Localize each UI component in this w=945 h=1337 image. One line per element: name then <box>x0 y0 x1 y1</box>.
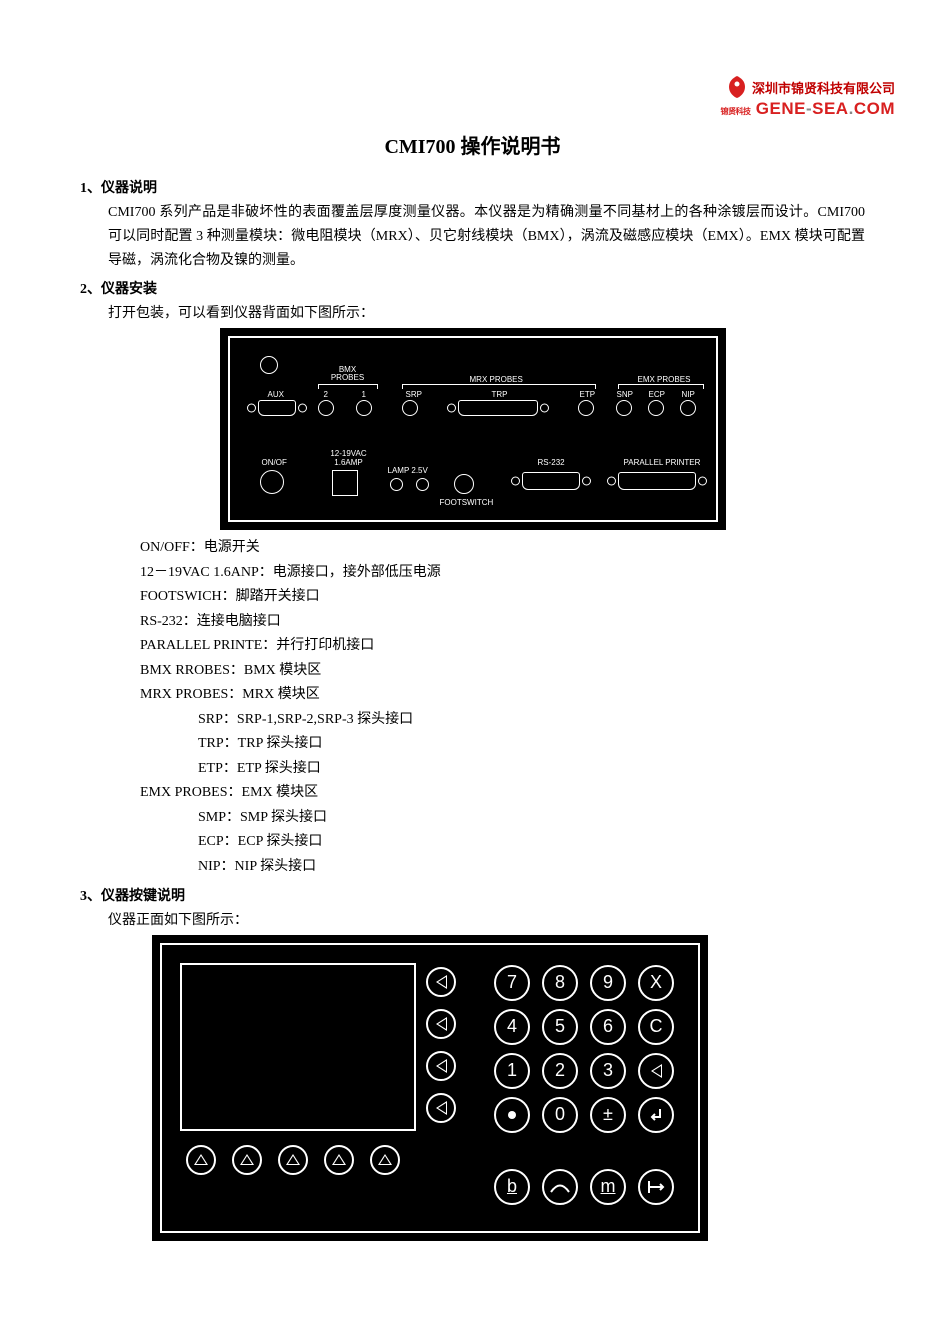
brand-sub: 锦贤科技 <box>721 107 751 116</box>
key-enter <box>638 1097 674 1133</box>
etp-port <box>578 400 594 416</box>
def-power: 12－19VAC 1.6ANP：电源接口，接外部低压电源 <box>140 561 865 586</box>
key-4: 4 <box>494 1009 530 1045</box>
key-2: 2 <box>542 1053 578 1089</box>
lamp-port-2 <box>416 478 429 491</box>
def-mrx: MRX PROBES：MRX 模块区 <box>140 683 865 708</box>
soft-key-2 <box>232 1145 262 1175</box>
company-name: 深圳市锦贤科技有限公司 <box>752 78 895 97</box>
bmx-port-2 <box>318 400 334 416</box>
bmx-probes-label: BMX PROBES <box>328 366 368 382</box>
display-screen <box>180 963 416 1131</box>
onoff-label: ON/OF <box>262 458 287 467</box>
screen-arrow-2 <box>426 1009 456 1039</box>
key-7: 7 <box>494 965 530 1001</box>
parallel-port <box>618 472 696 490</box>
def-onoff: ON/OFF：电源开关 <box>140 536 865 561</box>
rs232-label: RS-232 <box>538 458 565 467</box>
def-etp: ETP：ETP 探头接口 <box>198 757 865 782</box>
aux-label: AUX <box>268 390 284 399</box>
def-footswitch: FOOTSWICH：脚踏开关接口 <box>140 585 865 610</box>
front-panel-diagram: 7 8 9 X 4 5 6 C 1 2 3 0 ± b m <box>160 943 700 1233</box>
trp-label: TRP <box>492 390 508 399</box>
mrx-probes-label: MRX PROBES <box>470 375 523 384</box>
key-tab <box>638 1169 674 1205</box>
section-1-head: 1、仪器说明 <box>80 177 865 197</box>
rear-panel-diagram: AUX BMX PROBES 2 1 MRX PROBES SRP TRP ET… <box>228 336 718 522</box>
srp-label: SRP <box>406 390 422 399</box>
etp-label: ETP <box>580 390 596 399</box>
trp-port <box>458 400 538 416</box>
key-0: 0 <box>542 1097 578 1133</box>
nip-port <box>680 400 696 416</box>
key-m: m <box>590 1169 626 1205</box>
key-b: b <box>494 1169 530 1205</box>
def-bmx: BMX RROBES：BMX 模块区 <box>140 659 865 684</box>
snp-port <box>616 400 632 416</box>
emx-bracket <box>618 384 704 388</box>
vent-hole <box>260 356 278 374</box>
onoff-switch <box>260 470 284 494</box>
screen-arrow-1 <box>426 967 456 997</box>
power-label: 12-19VAC 1.6AMP <box>324 450 374 468</box>
bmx-bracket <box>318 384 378 388</box>
brand-logo: 深圳市锦贤科技有限公司 锦贤科技 GENE-SEA.COM <box>721 75 895 119</box>
rs232-port <box>522 472 580 490</box>
screen-arrow-4 <box>426 1093 456 1123</box>
key-9: 9 <box>590 965 626 1001</box>
soft-key-4 <box>324 1145 354 1175</box>
footswitch-port <box>454 474 474 494</box>
soft-key-5 <box>370 1145 400 1175</box>
def-parallel: PARALLEL PRINTE：并行打印机接口 <box>140 634 865 659</box>
bmx-port-1 <box>356 400 372 416</box>
section-3-intro: 仪器正面如下图所示： <box>108 909 865 933</box>
brand-name: 锦贤科技 GENE-SEA.COM <box>721 99 895 119</box>
key-1: 1 <box>494 1053 530 1089</box>
port-definitions: ON/OFF：电源开关 12－19VAC 1.6ANP：电源接口，接外部低压电源… <box>140 536 865 879</box>
page-title: CMI700 操作说明书 <box>80 130 865 159</box>
screen-arrow-3 <box>426 1051 456 1081</box>
key-x: X <box>638 965 674 1001</box>
key-8: 8 <box>542 965 578 1001</box>
key-arc <box>542 1169 578 1205</box>
soft-key-3 <box>278 1145 308 1175</box>
def-trp: TRP：TRP 探头接口 <box>198 732 865 757</box>
key-3: 3 <box>590 1053 626 1089</box>
section-3-head: 3、仪器按键说明 <box>80 885 865 905</box>
key-dot <box>494 1097 530 1133</box>
bmx-1-label: 1 <box>362 390 366 399</box>
def-srp: SRP：SRP-1,SRP-2,SRP-3 探头接口 <box>198 708 865 733</box>
key-back <box>638 1053 674 1089</box>
aux-port <box>258 400 296 416</box>
lamp-label: LAMP 2.5V <box>388 466 428 475</box>
footswitch-label: FOOTSWITCH <box>440 498 494 507</box>
ecp-port <box>648 400 664 416</box>
section-2-head: 2、仪器安装 <box>80 278 865 298</box>
section-1-body: CMI700 系列产品是非破坏性的表面覆盖层厚度测量仪器。本仪器是为精确测量不同… <box>108 201 865 272</box>
def-nip: NIP：NIP 探头接口 <box>198 855 865 880</box>
logo-icon <box>726 75 748 99</box>
key-5: 5 <box>542 1009 578 1045</box>
def-rs232: RS-232：连接电脑接口 <box>140 610 865 635</box>
snp-label: SNP <box>617 390 633 399</box>
parallel-label: PARALLEL PRINTER <box>624 458 701 467</box>
def-ecp: ECP：ECP 探头接口 <box>198 830 865 855</box>
emx-probes-label: EMX PROBES <box>638 375 691 384</box>
srp-port <box>402 400 418 416</box>
nip-label: NIP <box>682 390 695 399</box>
key-c: C <box>638 1009 674 1045</box>
mrx-bracket <box>402 384 596 388</box>
bmx-2-label: 2 <box>324 390 328 399</box>
ecp-label: ECP <box>649 390 665 399</box>
lamp-port-1 <box>390 478 403 491</box>
power-port <box>332 470 358 496</box>
key-6: 6 <box>590 1009 626 1045</box>
soft-key-1 <box>186 1145 216 1175</box>
section-2-intro: 打开包装，可以看到仪器背面如下图所示： <box>108 302 865 326</box>
key-plusminus: ± <box>590 1097 626 1133</box>
def-emx: EMX PROBES：EMX 模块区 <box>140 781 865 806</box>
def-smp: SMP：SMP 探头接口 <box>198 806 865 831</box>
